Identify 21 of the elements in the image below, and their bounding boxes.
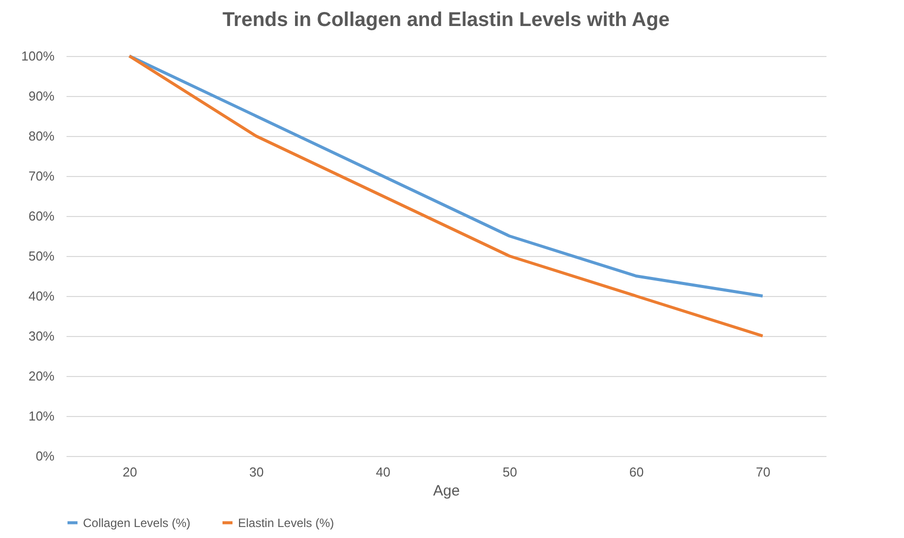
y-tick-label: 40% (28, 288, 55, 304)
x-tick-label: 70 (756, 464, 770, 480)
y-tick-label: 80% (28, 128, 55, 144)
y-tick-label: 20% (28, 368, 55, 384)
legend-label: Collagen Levels (%) (83, 516, 190, 530)
x-tick-label: 30 (249, 464, 264, 480)
y-tick-label: 10% (28, 408, 55, 424)
y-tick-label: 90% (28, 88, 55, 104)
x-tick-label: 40 (376, 464, 390, 480)
legend-label: Elastin Levels (%) (238, 516, 334, 530)
y-tick-label: 50% (28, 248, 55, 264)
y-tick-label: 30% (28, 328, 55, 344)
x-tick-label: 60 (629, 464, 644, 480)
y-tick-label: 60% (28, 208, 55, 224)
x-axis-title: Age (433, 482, 460, 500)
chart-title: Trends in Collagen and Elastin Levels with Age (222, 9, 670, 31)
x-tick-label: 50 (502, 464, 518, 480)
y-tick-label: 100% (21, 48, 55, 64)
y-tick-label: 0% (36, 448, 55, 464)
y-tick-label: 70% (28, 168, 55, 184)
x-tick-label: 20 (122, 464, 138, 480)
